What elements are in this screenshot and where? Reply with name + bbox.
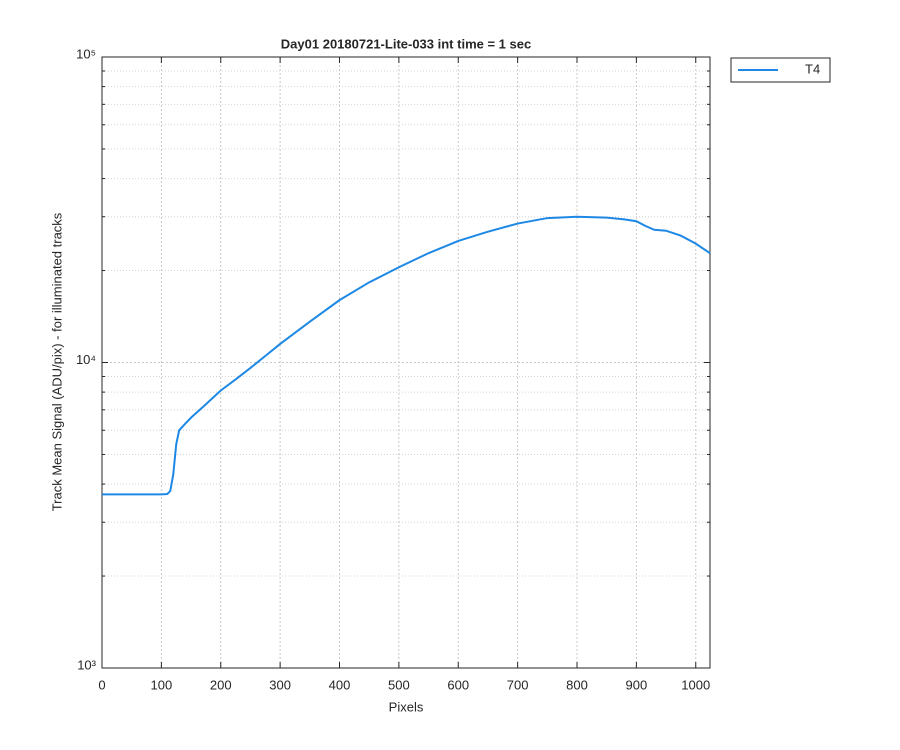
- x-tick-label: 400: [329, 677, 351, 692]
- x-tick-label: 500: [388, 677, 410, 692]
- x-tick-label: 300: [269, 677, 291, 692]
- x-axis-label: Pixels: [389, 699, 424, 714]
- y-tick-label: 10⁵: [76, 46, 96, 61]
- y-axis-label: Track Mean Signal (ADU/pix) - for illumi…: [49, 212, 64, 511]
- x-tick-label: 700: [507, 677, 529, 692]
- x-tick-label: 1000: [681, 677, 710, 692]
- x-tick-label: 900: [626, 677, 648, 692]
- legend-label: T4: [805, 61, 820, 76]
- axes-box: [101, 56, 711, 669]
- x-tick-label: 200: [210, 677, 232, 692]
- x-tick-label: 600: [447, 677, 469, 692]
- x-tick-label: 800: [566, 677, 588, 692]
- y-tick-label: 10⁴: [76, 352, 96, 367]
- x-tick-label: 0: [98, 677, 105, 692]
- y-tick-label: 10³: [77, 657, 96, 672]
- x-tick-label: 100: [151, 677, 173, 692]
- data-line: [102, 215, 711, 496]
- chart-title: Day01 20180721-Lite-033 int time = 1 sec: [281, 36, 531, 51]
